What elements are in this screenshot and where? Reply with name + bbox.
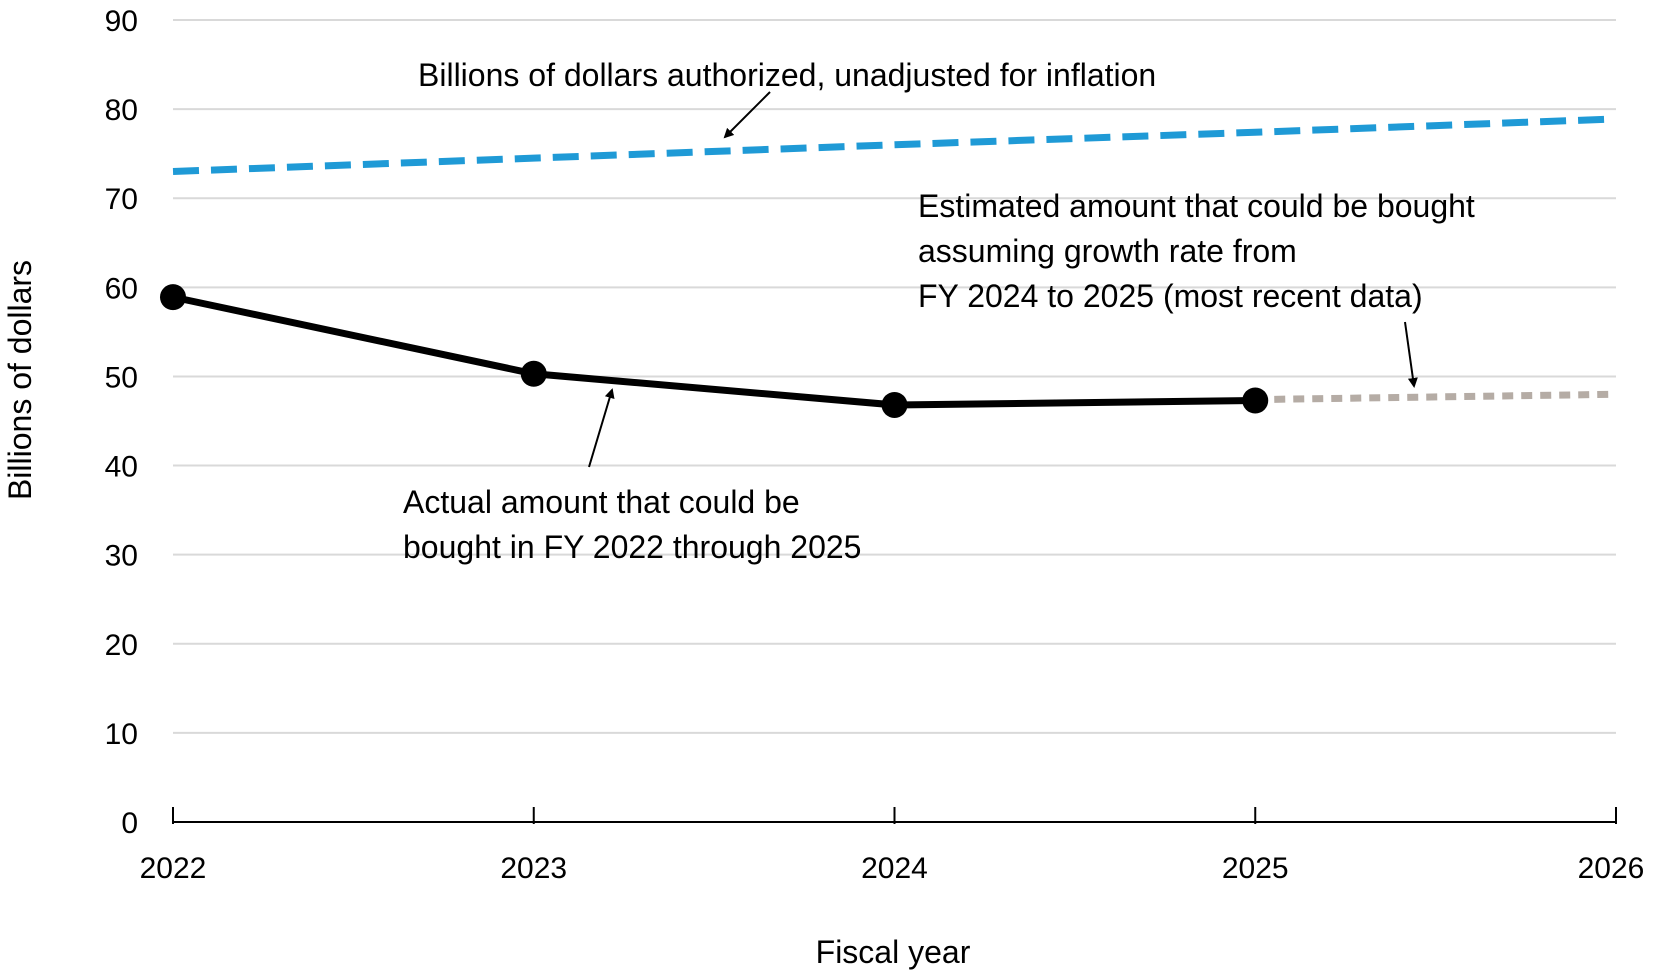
x-tick-label-2026: 2026 bbox=[1578, 852, 1645, 885]
y-tick-label-0: 0 bbox=[121, 807, 138, 840]
annotation-arrow-estimated bbox=[1404, 321, 1418, 388]
annotation-arrow-actual bbox=[588, 388, 615, 468]
x-tick-label-2023: 2023 bbox=[500, 852, 567, 885]
annotation-actual-line-2: bought in FY 2022 through 2025 bbox=[403, 529, 861, 565]
gridlines bbox=[173, 19, 1616, 734]
y-tick-label-80: 80 bbox=[105, 94, 138, 127]
annotation-arrow-authorized bbox=[723, 91, 771, 139]
annotation-estimated-line-1: Estimated amount that could be bought bbox=[918, 188, 1475, 224]
annotation-actual-line-1: Actual amount that could be bbox=[403, 484, 800, 520]
data-point-actual-2022 bbox=[160, 284, 186, 311]
y-axis-title: Billions of dollars bbox=[2, 260, 38, 500]
y-tick-label-20: 20 bbox=[105, 629, 138, 662]
y-tick-label-30: 30 bbox=[105, 540, 138, 573]
x-axis-title: Fiscal year bbox=[816, 934, 971, 970]
y-tick-label-70: 70 bbox=[105, 183, 138, 216]
annotation-authorized-line-1: Billions of dollars authorized, unadjust… bbox=[418, 57, 1156, 93]
x-tick-label-2024: 2024 bbox=[861, 852, 928, 885]
x-tick-label-2022: 2022 bbox=[140, 852, 207, 885]
x-axis-ticks: 2022 2023 2024 2025 2026 bbox=[140, 807, 1645, 885]
series-line-authorized bbox=[172, 115, 1617, 175]
annotation-estimated-line-3: FY 2024 to 2025 (most recent data) bbox=[918, 278, 1423, 314]
y-tick-label-60: 60 bbox=[105, 272, 138, 305]
y-tick-label-40: 40 bbox=[105, 451, 138, 484]
annotation-estimated: Estimated amount that could be bought ass… bbox=[918, 188, 1475, 314]
y-tick-label-50: 50 bbox=[105, 361, 138, 394]
annotation-estimated-line-2: assuming growth rate from bbox=[918, 233, 1297, 269]
series-layer bbox=[160, 115, 1617, 418]
annotation-actual: Actual amount that could be bought in FY … bbox=[403, 484, 861, 565]
series-line-estimated bbox=[1255, 390, 1617, 404]
y-axis-ticks: 0 10 20 30 40 50 60 70 80 90 bbox=[105, 5, 138, 840]
y-tick-label-90: 90 bbox=[105, 5, 138, 38]
x-tick-label-2025: 2025 bbox=[1222, 852, 1289, 885]
annotation-authorized: Billions of dollars authorized, unadjust… bbox=[418, 57, 1156, 93]
data-point-actual-2025 bbox=[1242, 387, 1269, 414]
annotations: Billions of dollars authorized, unadjust… bbox=[403, 57, 1475, 565]
data-point-actual-2024 bbox=[881, 391, 908, 418]
series-line-actual bbox=[172, 293, 1256, 409]
data-point-actual-2023 bbox=[520, 360, 547, 387]
y-tick-label-10: 10 bbox=[105, 718, 138, 751]
